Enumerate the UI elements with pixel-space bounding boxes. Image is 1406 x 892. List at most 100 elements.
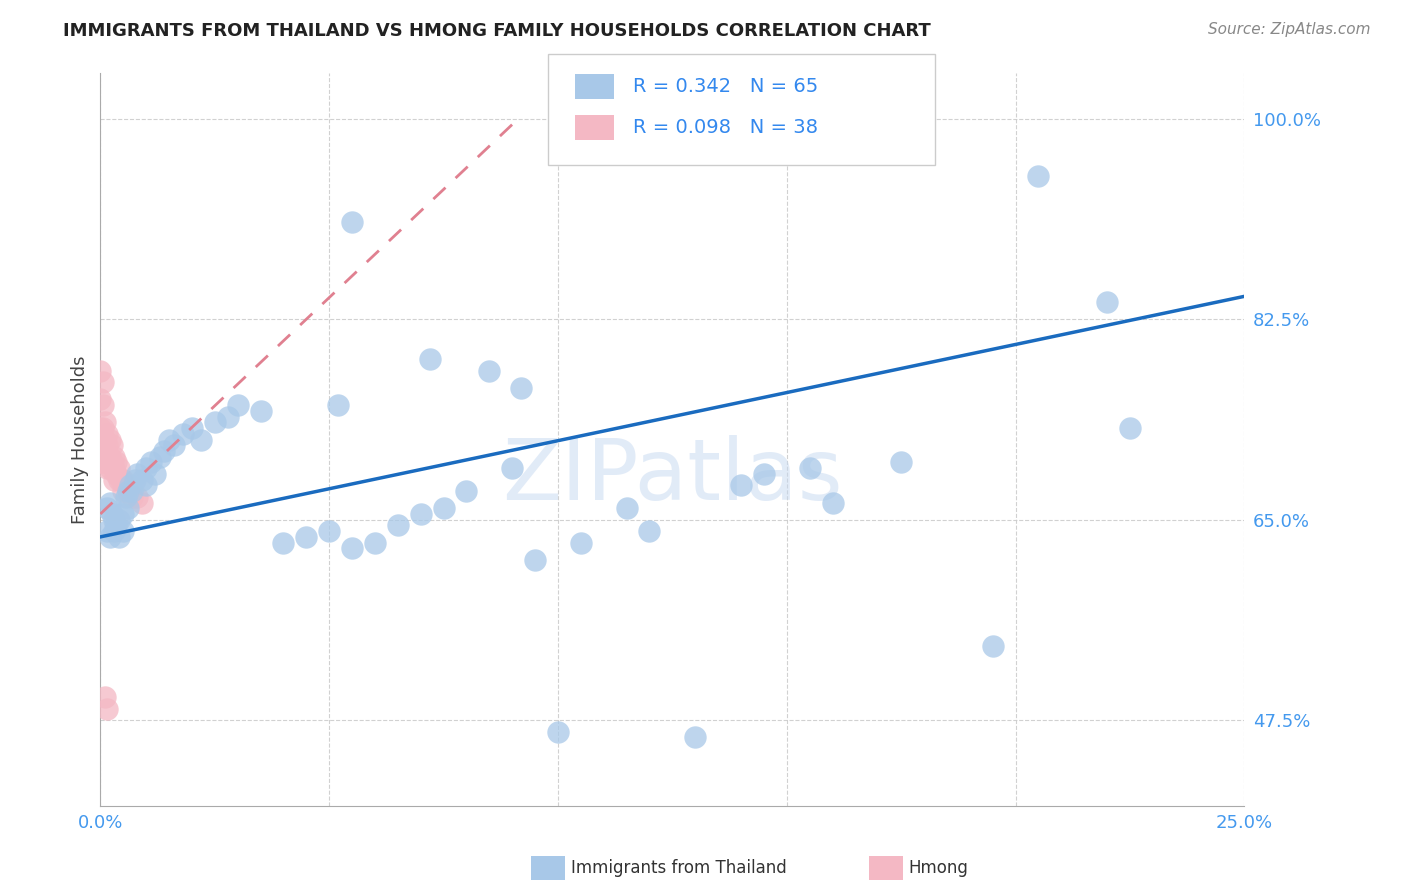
Point [273, 535, 295, 549]
Point [547, 724, 569, 739]
Point [683, 731, 706, 745]
Point [89, 364, 111, 378]
Point [456, 484, 478, 499]
Text: Source: ZipAtlas.com: Source: ZipAtlas.com [1208, 22, 1371, 37]
Point [91, 455, 114, 469]
Point [114, 490, 136, 504]
Point [501, 461, 523, 475]
Point [98, 530, 121, 544]
Text: Hmong: Hmong [908, 859, 969, 877]
Point [107, 473, 129, 487]
Point [799, 461, 821, 475]
Point [730, 478, 752, 492]
Point [432, 501, 454, 516]
Point [131, 473, 153, 487]
Point [101, 438, 124, 452]
Point [125, 467, 148, 481]
Point [117, 484, 139, 499]
Point [94, 415, 117, 429]
Point [96, 450, 118, 464]
Point [226, 398, 249, 412]
Point [981, 639, 1004, 653]
Point [295, 530, 318, 544]
Point [249, 404, 271, 418]
Point [89, 392, 111, 407]
Point [340, 541, 363, 556]
Point [112, 507, 135, 521]
Point [103, 473, 125, 487]
Point [638, 524, 661, 538]
Point [98, 433, 121, 447]
Point [318, 524, 340, 538]
Point [328, 398, 350, 412]
Text: IMMIGRANTS FROM THAILAND VS HMONG FAMILY HOUSEHOLDS CORRELATION CHART: IMMIGRANTS FROM THAILAND VS HMONG FAMILY… [63, 22, 931, 40]
Point [190, 433, 212, 447]
Point [103, 524, 125, 538]
Point [94, 690, 117, 705]
Point [131, 495, 153, 509]
Point [121, 490, 143, 504]
Text: R = 0.098   N = 38: R = 0.098 N = 38 [633, 118, 818, 137]
Point [91, 376, 114, 390]
Point [103, 461, 125, 475]
Point [96, 501, 118, 516]
Point [180, 421, 202, 435]
Point [105, 518, 128, 533]
Point [105, 455, 128, 469]
Point [162, 438, 184, 452]
Point [98, 495, 121, 509]
Point [89, 421, 111, 435]
Point [890, 455, 912, 469]
Text: Immigrants from Thailand: Immigrants from Thailand [571, 859, 786, 877]
Point [387, 518, 409, 533]
Point [125, 490, 148, 504]
Point [510, 381, 533, 395]
Point [112, 473, 135, 487]
Point [91, 398, 114, 412]
Point [94, 433, 117, 447]
Point [135, 461, 157, 475]
Point [96, 461, 118, 475]
Y-axis label: Family Households: Family Households [72, 355, 89, 524]
Point [1028, 169, 1050, 183]
Point [157, 433, 180, 447]
Point [96, 524, 118, 538]
Point [124, 473, 146, 487]
Point [94, 444, 117, 458]
Point [96, 702, 118, 716]
Point [101, 455, 124, 469]
Point [143, 467, 166, 481]
Point [107, 461, 129, 475]
Point [149, 450, 172, 464]
Point [117, 501, 139, 516]
Point [103, 450, 125, 464]
Point [94, 455, 117, 469]
Point [172, 426, 194, 441]
Point [1119, 421, 1142, 435]
Point [524, 553, 547, 567]
Point [218, 409, 240, 424]
Point [91, 421, 114, 435]
Point [153, 444, 176, 458]
Point [340, 215, 363, 229]
Point [120, 478, 142, 492]
Point [103, 513, 125, 527]
Point [419, 352, 441, 367]
Point [139, 455, 162, 469]
Point [112, 524, 135, 538]
Text: ZIPatlas: ZIPatlas [502, 434, 842, 517]
Point [121, 484, 143, 499]
Point [616, 501, 638, 516]
Point [569, 535, 592, 549]
Point [107, 530, 129, 544]
Point [91, 444, 114, 458]
Point [364, 535, 387, 549]
Point [107, 513, 129, 527]
Point [117, 484, 139, 499]
Point [135, 478, 157, 492]
Point [96, 426, 118, 441]
Point [105, 467, 128, 481]
Point [1095, 295, 1118, 310]
Point [409, 507, 432, 521]
Point [98, 450, 121, 464]
